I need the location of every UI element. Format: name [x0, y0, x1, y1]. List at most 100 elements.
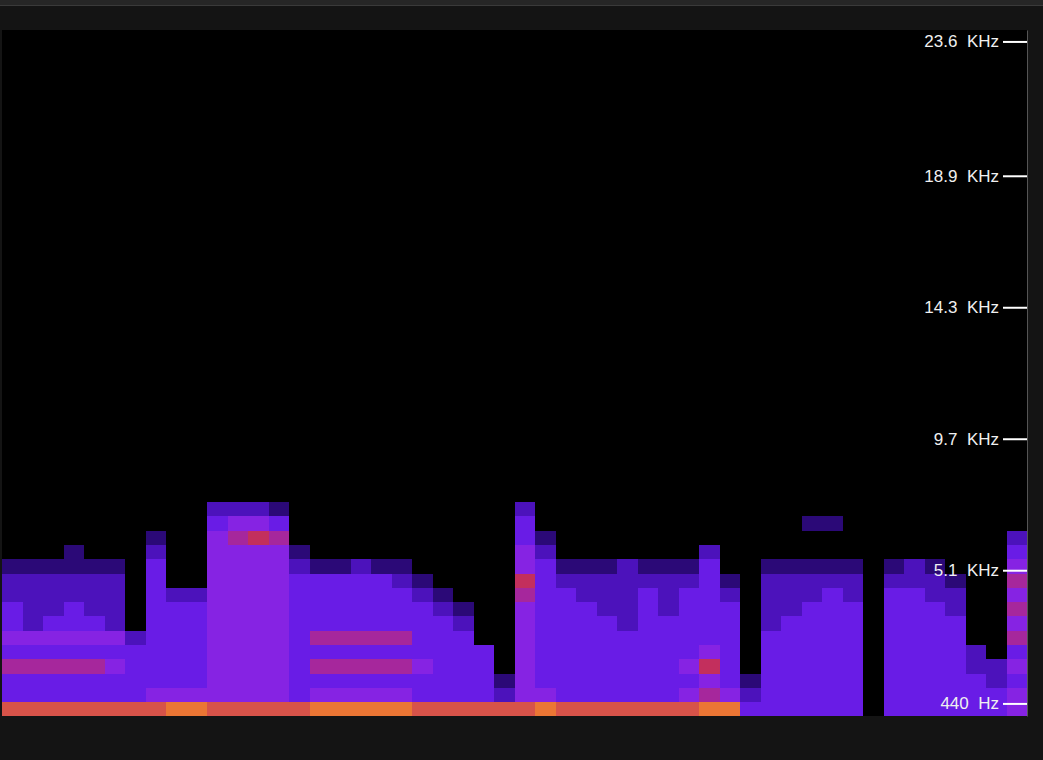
heatmap-cell	[392, 559, 413, 574]
heatmap-cell	[761, 545, 782, 560]
heatmap-cell	[433, 630, 454, 645]
heatmap-cell	[330, 545, 351, 560]
heatmap-cell	[23, 502, 44, 517]
heatmap-cell	[966, 502, 987, 517]
heatmap-cell	[269, 602, 290, 617]
heatmap-cell	[863, 630, 884, 645]
heatmap-cell	[351, 516, 372, 531]
heatmap-cell	[248, 502, 269, 517]
heatmap-cell	[43, 559, 64, 574]
heatmap-cell	[966, 645, 987, 660]
heatmap-cell	[597, 659, 618, 674]
heatmap-cell	[679, 530, 700, 545]
heatmap-cell	[125, 630, 146, 645]
heatmap-cell	[474, 602, 495, 617]
heatmap-cell	[351, 645, 372, 660]
heatmap-cell	[43, 602, 64, 617]
heatmap-cell	[822, 516, 843, 531]
heatmap-cell	[822, 687, 843, 702]
heatmap-cell	[597, 587, 618, 602]
heatmap-cell	[535, 673, 556, 688]
heatmap-cell	[453, 702, 474, 716]
y-tick-label: 9.7 KHz	[934, 430, 999, 449]
heatmap-cell	[392, 502, 413, 517]
heatmap-cell	[351, 687, 372, 702]
heatmap-cell	[330, 516, 351, 531]
heatmap-cell	[699, 616, 720, 631]
y-axis: 23.6 KHz18.9 KHz14.3 KHz9.7 KHz5.1 KHz44…	[924, 31, 1027, 717]
heatmap-cell	[23, 645, 44, 660]
heatmap-cell	[822, 602, 843, 617]
heatmap-cell	[23, 687, 44, 702]
heatmap-cell	[904, 502, 925, 517]
heatmap-cell	[556, 587, 577, 602]
heatmap-cell	[884, 687, 905, 702]
heatmap-cell	[187, 502, 208, 517]
heatmap-cell	[597, 673, 618, 688]
heatmap-cell	[146, 573, 167, 588]
heatmap-cell	[1007, 616, 1028, 631]
heatmap-cell	[248, 702, 269, 716]
heatmap-cell	[699, 559, 720, 574]
heatmap-cell	[494, 630, 515, 645]
heatmap-cell	[781, 502, 802, 517]
heatmap-cell	[699, 659, 720, 674]
heatmap-cell	[843, 630, 864, 645]
heatmap-cell	[269, 516, 290, 531]
heatmap-cell	[925, 602, 946, 617]
heatmap-cell	[84, 587, 105, 602]
heatmap-cell	[945, 587, 966, 602]
heatmap-cell	[1007, 630, 1028, 645]
heatmap-cell	[146, 559, 167, 574]
heatmap-cell	[904, 645, 925, 660]
heatmap-cell	[576, 516, 597, 531]
heatmap-cell	[945, 645, 966, 660]
heatmap-cell	[453, 673, 474, 688]
heatmap-cell	[535, 559, 556, 574]
heatmap-cell	[740, 673, 761, 688]
heatmap-cell	[802, 545, 823, 560]
heatmap-cell	[125, 616, 146, 631]
heatmap-cell	[453, 545, 474, 560]
heatmap-cell	[576, 559, 597, 574]
heatmap-cell	[392, 545, 413, 560]
heatmap-cell	[289, 587, 310, 602]
heatmap-cell	[125, 602, 146, 617]
heatmap-cell	[535, 502, 556, 517]
y-tick: 5.1 KHz	[934, 561, 1027, 580]
heatmap-cell	[740, 502, 761, 517]
heatmap-cell	[187, 559, 208, 574]
heatmap-cell	[494, 587, 515, 602]
heatmap-cell	[166, 687, 187, 702]
heatmap-cell	[720, 587, 741, 602]
heatmap-cell	[494, 673, 515, 688]
heatmap-cell	[392, 630, 413, 645]
heatmap-cell	[453, 687, 474, 702]
heatmap-cell	[64, 702, 85, 716]
heatmap-cell	[64, 573, 85, 588]
y-tick-mark	[1003, 175, 1027, 177]
heatmap-cell	[474, 659, 495, 674]
heatmap-cell	[699, 502, 720, 517]
heatmap-cell	[187, 659, 208, 674]
heatmap-cell	[23, 673, 44, 688]
heatmap-cell	[146, 602, 167, 617]
heatmap-cell	[371, 587, 392, 602]
heatmap-cell	[863, 702, 884, 716]
heatmap-cell	[146, 587, 167, 602]
heatmap-cell	[576, 587, 597, 602]
heatmap-cell	[166, 502, 187, 517]
heatmap-cell	[474, 673, 495, 688]
heatmap-cell	[248, 530, 269, 545]
heatmap-cell	[43, 673, 64, 688]
heatmap-cell	[556, 645, 577, 660]
heatmap-cell	[556, 502, 577, 517]
heatmap-cell	[453, 530, 474, 545]
y-tick: 14.3 KHz	[924, 298, 1027, 317]
heatmap-cell	[43, 587, 64, 602]
heatmap-cell	[884, 587, 905, 602]
heatmap-cell	[986, 645, 1007, 660]
heatmap-cell	[843, 687, 864, 702]
heatmap-cell	[310, 702, 331, 716]
heatmap-cell	[474, 559, 495, 574]
